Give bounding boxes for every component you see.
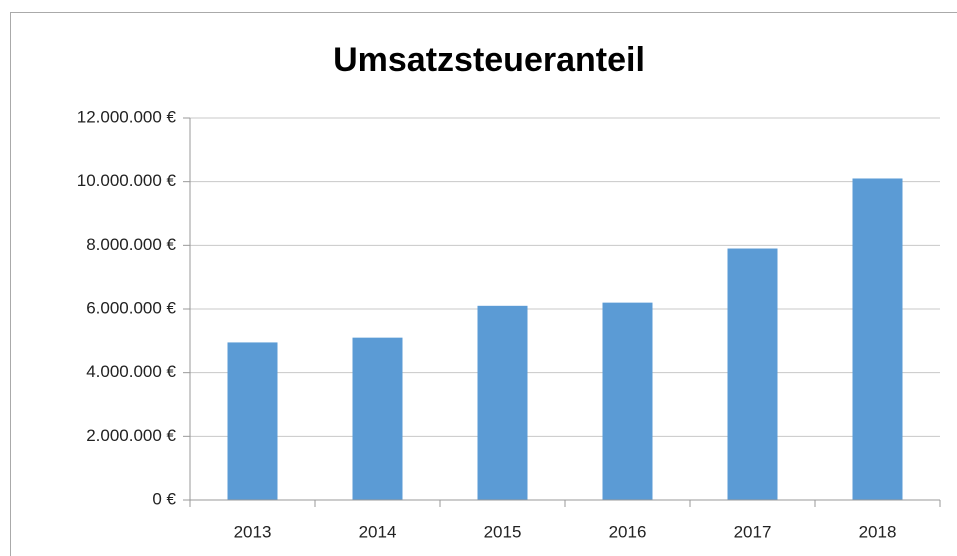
- y-tick-label: 8.000.000 €: [86, 235, 176, 254]
- y-tick-label: 10.000.000 €: [77, 171, 177, 190]
- bar: [602, 302, 653, 500]
- x-tick-label: 2015: [484, 522, 522, 541]
- chart-border: [10, 12, 957, 556]
- y-tick-label: 6.000.000 €: [86, 298, 176, 317]
- bar: [852, 178, 903, 500]
- bar: [227, 342, 278, 500]
- y-tick-label: 0 €: [152, 489, 176, 508]
- x-tick-label: 2013: [234, 522, 272, 541]
- x-tick-label: 2018: [859, 522, 897, 541]
- y-tick-label: 12.000.000 €: [77, 107, 177, 126]
- x-tick-label: 2014: [359, 522, 397, 541]
- chart-title: Umsatzsteueranteil: [333, 41, 645, 79]
- bar: [352, 337, 403, 500]
- x-tick-label: 2016: [609, 522, 647, 541]
- y-tick-label: 2.000.000 €: [86, 426, 176, 445]
- x-tick-label: 2017: [734, 522, 772, 541]
- y-tick-label: 4.000.000 €: [86, 362, 176, 381]
- bar: [727, 248, 778, 500]
- bar: [477, 305, 528, 500]
